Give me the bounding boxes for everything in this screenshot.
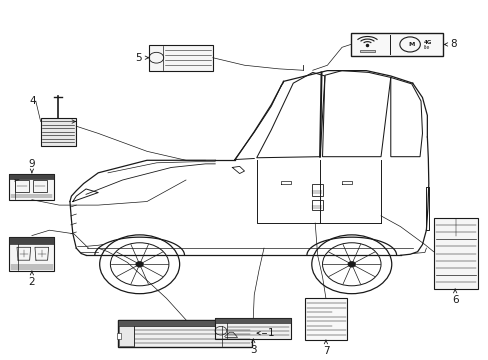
Bar [9,174,54,179]
Bar [215,318,290,338]
Bar [118,320,251,347]
Text: 1: 1 [267,328,274,338]
Bar [119,326,134,346]
Bar [350,33,443,55]
Bar [433,218,477,289]
Text: M: M [407,42,413,47]
Bar [41,118,76,146]
Bar [311,184,322,196]
Bar [9,237,54,243]
Bar [305,298,346,339]
Text: 4: 4 [29,96,36,106]
Text: 6: 6 [451,295,458,305]
Bar [9,174,54,200]
Text: 7: 7 [322,346,328,356]
Bar [215,318,290,323]
Bar [118,320,251,326]
Text: lte: lte [423,45,429,50]
Bar [9,237,54,271]
Text: 8: 8 [449,40,456,49]
Circle shape [347,261,355,267]
Text: 5: 5 [135,53,142,63]
Text: 9: 9 [28,158,35,168]
Bar [311,200,322,211]
Bar [117,333,121,339]
Text: 3: 3 [249,345,256,355]
Circle shape [136,261,143,267]
Bar [248,333,252,339]
Text: 4G: 4G [423,40,431,45]
Bar [360,50,374,52]
Text: 2: 2 [28,277,35,287]
Bar [149,45,212,71]
